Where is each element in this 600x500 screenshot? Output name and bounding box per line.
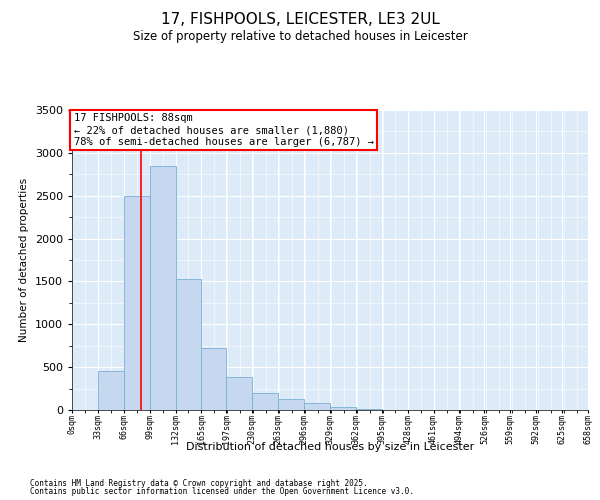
- Bar: [226, 378, 253, 410]
- Bar: [253, 393, 278, 410]
- Bar: [149, 166, 176, 410]
- Bar: [356, 409, 382, 410]
- Bar: [304, 403, 330, 410]
- Text: Distribution of detached houses by size in Leicester: Distribution of detached houses by size …: [186, 442, 474, 452]
- Bar: [176, 279, 202, 410]
- Y-axis label: Number of detached properties: Number of detached properties: [19, 178, 29, 342]
- Text: Contains HM Land Registry data © Crown copyright and database right 2025.: Contains HM Land Registry data © Crown c…: [30, 478, 368, 488]
- Bar: [98, 372, 124, 410]
- Text: Size of property relative to detached houses in Leicester: Size of property relative to detached ho…: [133, 30, 467, 43]
- Bar: [202, 348, 226, 410]
- Text: Contains public sector information licensed under the Open Government Licence v3: Contains public sector information licen…: [30, 487, 414, 496]
- Text: 17, FISHPOOLS, LEICESTER, LE3 2UL: 17, FISHPOOLS, LEICESTER, LE3 2UL: [161, 12, 439, 28]
- Bar: [278, 399, 304, 410]
- Bar: [124, 196, 149, 410]
- Text: 17 FISHPOOLS: 88sqm
← 22% of detached houses are smaller (1,880)
78% of semi-det: 17 FISHPOOLS: 88sqm ← 22% of detached ho…: [74, 114, 374, 146]
- Bar: [330, 408, 356, 410]
